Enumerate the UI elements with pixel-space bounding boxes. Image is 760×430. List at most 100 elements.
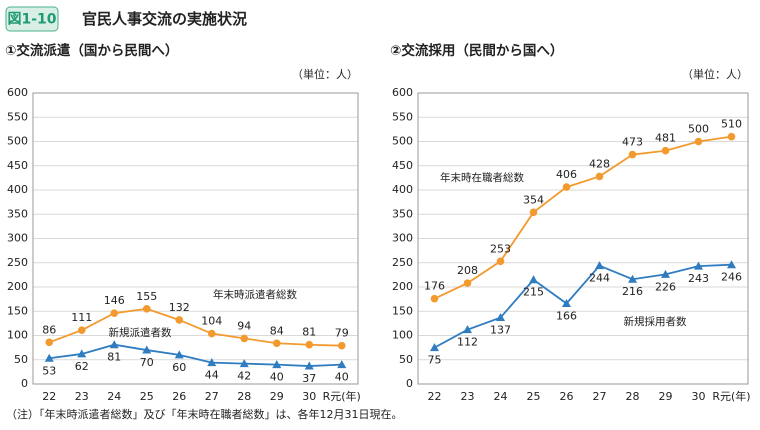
data-label: 111	[71, 311, 92, 324]
data-label: 81	[302, 326, 316, 339]
y-tick-label: 500	[7, 135, 28, 148]
x-tick-label: 27	[205, 390, 219, 403]
y-tick-label: 250	[7, 256, 28, 269]
data-label: 176	[424, 280, 445, 293]
marker	[694, 261, 703, 270]
data-label: 81	[107, 351, 121, 364]
data-label: 215	[523, 286, 544, 299]
x-tick-label: 27	[593, 390, 607, 403]
marker	[562, 183, 571, 191]
x-tick-label: 28	[626, 390, 640, 403]
data-label: 60	[172, 361, 186, 374]
x-tick-label: 23	[461, 390, 475, 403]
marker	[207, 358, 217, 367]
data-label: 112	[457, 336, 478, 349]
marker	[496, 257, 505, 266]
marker	[430, 343, 439, 352]
data-label: 40	[270, 371, 284, 384]
y-tick-label: 100	[392, 329, 413, 342]
data-label: 70	[140, 356, 154, 369]
y-tick-label: 500	[392, 135, 413, 148]
marker	[562, 298, 571, 307]
x-tick-label: 29	[270, 390, 284, 403]
marker	[239, 359, 249, 368]
x-tick-label: 22	[428, 390, 442, 403]
x-tick-label: 22	[42, 390, 56, 403]
data-label: 406	[556, 168, 577, 181]
marker	[337, 341, 346, 350]
data-label: 166	[556, 309, 577, 322]
data-label: 137	[490, 324, 511, 337]
y-tick-label: 350	[7, 207, 28, 220]
x-tick-label: R元(年)	[323, 389, 361, 403]
marker	[142, 305, 151, 313]
marker	[529, 275, 538, 284]
unit-label: （単位：人）	[682, 67, 748, 81]
x-tick-label: 24	[107, 390, 121, 403]
data-label: 208	[457, 264, 478, 277]
x-tick-label: 26	[172, 390, 186, 403]
page-title: 官民人事交流の実施状況	[82, 10, 247, 28]
data-label: 155	[136, 290, 157, 303]
marker	[727, 132, 736, 141]
plot-frame	[417, 92, 749, 385]
marker	[305, 340, 314, 349]
marker	[45, 338, 54, 347]
data-label: 428	[589, 157, 610, 170]
series-line	[49, 343, 342, 367]
data-label: 42	[237, 370, 251, 383]
marker	[694, 137, 703, 146]
y-tick-label: 300	[392, 232, 413, 245]
data-label: 243	[688, 272, 709, 285]
marker	[142, 345, 152, 354]
x-tick-label: 28	[237, 390, 251, 403]
data-label: 75	[428, 354, 442, 367]
marker	[207, 329, 216, 338]
data-label: 84	[270, 324, 284, 337]
y-tick-label: 300	[7, 232, 28, 245]
data-label: 510	[721, 118, 742, 131]
data-label: 104	[201, 315, 222, 328]
x-tick-label: R元(年)	[712, 389, 750, 403]
marker	[628, 274, 637, 283]
x-tick-label: 25	[140, 390, 154, 403]
data-label: 37	[302, 372, 316, 385]
x-tick-label: 26	[560, 390, 574, 403]
x-tick-label: 29	[659, 390, 673, 403]
chart-title: ②交流採用（民間から国へ）	[390, 42, 563, 59]
y-tick-label: 50	[14, 353, 28, 366]
data-label: 246	[721, 271, 742, 284]
series-line	[48, 307, 342, 347]
data-label: 62	[75, 360, 89, 373]
marker	[337, 360, 347, 369]
badge: 図1-10	[7, 12, 56, 28]
chart-title: ①交流派遣（国から民間へ）	[5, 42, 178, 59]
marker	[661, 146, 670, 155]
data-label: 500	[688, 123, 709, 136]
data-label: 354	[523, 193, 544, 206]
marker	[529, 208, 538, 217]
y-tick-label: 0	[406, 377, 413, 390]
y-tick-label: 550	[7, 110, 28, 123]
marker	[496, 313, 505, 322]
y-tick-label: 600	[7, 86, 28, 99]
y-tick-label: 450	[7, 159, 28, 172]
y-tick-label: 150	[7, 304, 28, 317]
series-line	[434, 135, 732, 300]
y-tick-label: 0	[21, 377, 28, 390]
series-name: 新規派遣者数	[109, 326, 172, 339]
marker	[430, 294, 439, 303]
data-label: 132	[169, 301, 190, 314]
data-label: 79	[335, 327, 349, 340]
marker	[661, 269, 670, 278]
series-name: 新規採用者数	[624, 315, 687, 328]
x-tick-label: 30	[302, 390, 316, 403]
data-label: 216	[622, 285, 643, 298]
marker	[109, 340, 119, 349]
marker	[272, 339, 281, 348]
data-label: 53	[42, 364, 56, 377]
marker	[240, 334, 249, 343]
data-label: 253	[490, 242, 511, 255]
y-tick-label: 50	[399, 353, 413, 366]
